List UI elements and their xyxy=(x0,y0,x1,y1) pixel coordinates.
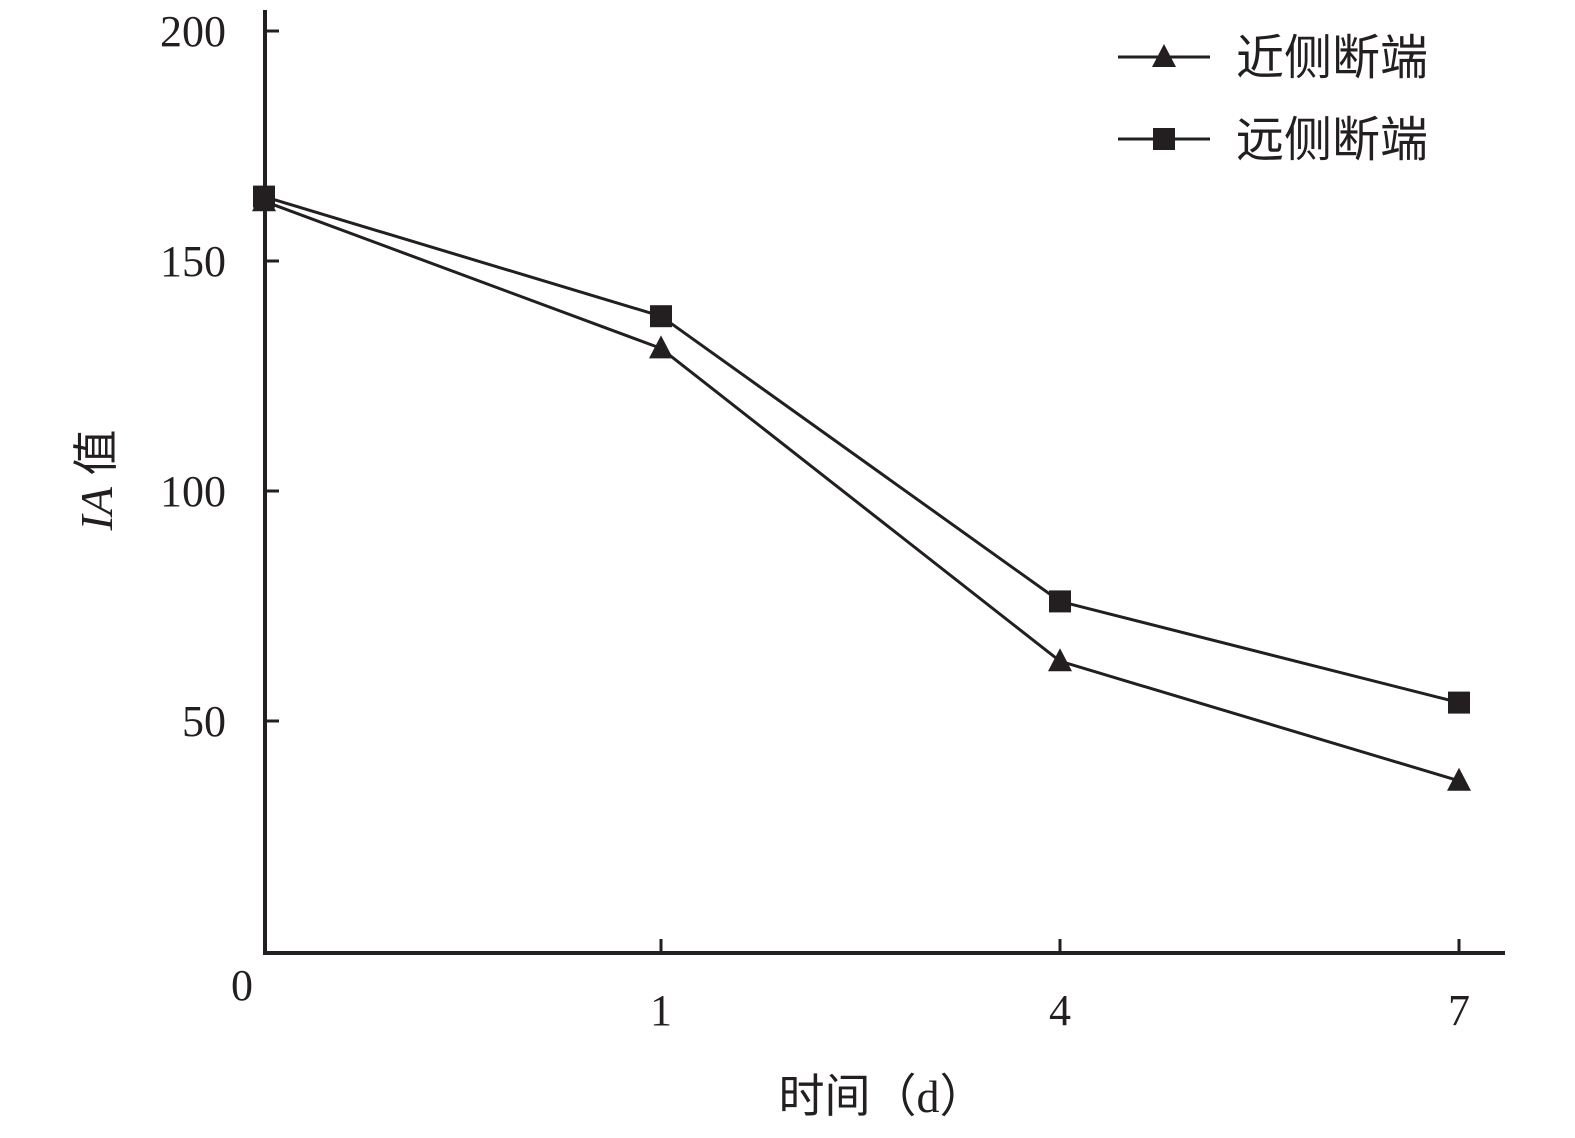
series-layer xyxy=(252,185,1471,791)
axes xyxy=(263,10,1505,955)
legend-item-2: 远侧断端 xyxy=(1118,114,1428,167)
y-tick-label-100: 100 xyxy=(160,467,226,516)
series-1-point-4 xyxy=(1048,648,1072,672)
series-1-point-7 xyxy=(1447,767,1471,791)
x-ticks: 1 4 7 xyxy=(650,939,1470,1035)
legend-label-2: 远侧断端 xyxy=(1236,114,1428,167)
series-1 xyxy=(252,188,1471,791)
y-axis-title: IA 值 xyxy=(71,430,122,532)
series-2-point-1 xyxy=(650,305,672,328)
origin-label: 0 xyxy=(231,961,253,1010)
y-tick-label-50: 50 xyxy=(182,697,226,746)
series-2 xyxy=(253,185,1470,714)
y-axis-title-rest: 值 xyxy=(71,430,122,488)
legend-label-1: 近侧断端 xyxy=(1236,32,1428,85)
x-tick-label-4: 4 xyxy=(1049,986,1071,1035)
y-ticks: 50 100 150 200 xyxy=(160,7,279,746)
x-tick-label-7: 7 xyxy=(1448,986,1470,1035)
x-tick-label-1: 1 xyxy=(650,986,672,1035)
legend-marker-2 xyxy=(1153,128,1175,150)
series-1-line xyxy=(263,199,1460,783)
x-axis-title: 时间（d） xyxy=(779,1071,986,1122)
y-tick-label-200: 200 xyxy=(160,7,226,56)
series-2-point-0 xyxy=(253,185,275,208)
series-1-point-1 xyxy=(649,335,673,359)
y-tick-label-150: 150 xyxy=(160,237,226,286)
series-2-point-4 xyxy=(1049,590,1071,613)
legend-marker-1 xyxy=(1152,44,1176,67)
y-axis-title-italic: IA xyxy=(71,486,122,531)
legend-item-1: 近侧断端 xyxy=(1118,32,1428,85)
series-2-line xyxy=(263,195,1460,705)
series-2-point-7 xyxy=(1448,691,1470,714)
